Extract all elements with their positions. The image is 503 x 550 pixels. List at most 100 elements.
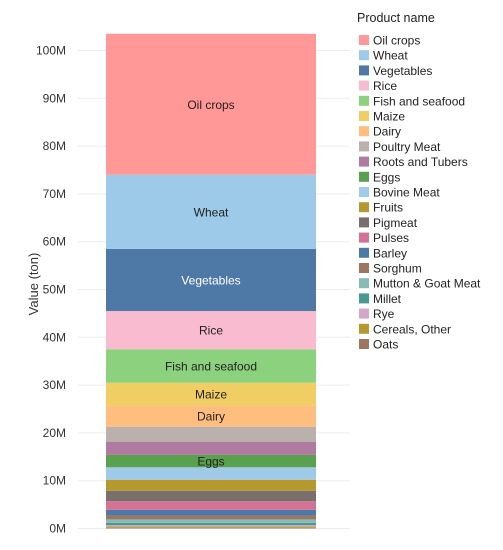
- data-labels: Eggs Dairy Maize Fish and seafood Rice Vegeta…: [165, 98, 257, 469]
- bar-segment-poultry-meat[interactable]: [106, 426, 316, 442]
- legend-label: Mutton & Goat Meat: [373, 277, 481, 291]
- data-label-maize: Maize: [195, 388, 227, 402]
- y-tick-label: 50M: [43, 283, 66, 297]
- bar-segment-vegetables[interactable]: [106, 248, 316, 312]
- bar-segment-maize[interactable]: [106, 382, 316, 406]
- legend-swatch: [359, 156, 369, 167]
- legend-label: Pigmeat: [373, 216, 418, 230]
- y-tick-label: 20M: [43, 426, 66, 440]
- legend-title: Product name: [357, 11, 435, 25]
- legend-swatch: [359, 263, 369, 273]
- bar-segment-oats[interactable]: [106, 527, 316, 529]
- legend-label: Eggs: [373, 170, 400, 184]
- legend-swatch: [359, 339, 369, 349]
- y-axis: 0M 10M 20M 30M 40M 50M 60M 70M 80M 90M 100M: [36, 44, 66, 536]
- bar-segment-fruits[interactable]: [106, 479, 316, 491]
- legend-item-rye[interactable]: Rye: [359, 307, 395, 321]
- legend-swatch: [359, 202, 369, 213]
- bar-segment-dairy[interactable]: [106, 405, 316, 427]
- legend-label: Barley: [373, 246, 407, 260]
- legend-swatch: [359, 247, 369, 258]
- legend-label: Maize: [373, 110, 405, 124]
- bar-segment-fish-and-seafood[interactable]: [106, 349, 316, 383]
- legend-item-rice[interactable]: Rice: [359, 79, 397, 93]
- bar-segment-oil-crops[interactable]: [106, 33, 316, 175]
- legend-swatch: [359, 217, 369, 228]
- y-tick-label: 80M: [43, 139, 66, 153]
- bar-segment-roots-and-tubers[interactable]: [106, 441, 316, 455]
- data-label-eggs: Eggs: [197, 455, 224, 469]
- legend-swatch: [359, 95, 369, 106]
- legend-item-poultry-meat[interactable]: Poultry Meat: [359, 140, 441, 154]
- bar-segment-pigmeat[interactable]: [106, 490, 316, 502]
- legend-item-millet[interactable]: Millet: [359, 292, 402, 306]
- legend-item-bovine-meat[interactable]: Bovine Meat: [359, 186, 440, 200]
- legend-item-wheat[interactable]: Wheat: [359, 49, 408, 63]
- legend-swatch: [359, 171, 369, 182]
- bar-segment-bovine-meat[interactable]: [106, 467, 316, 480]
- legend-item-pulses[interactable]: Pulses: [359, 231, 409, 245]
- y-tick-label: 90M: [43, 91, 66, 105]
- bar-segment-rice[interactable]: [106, 311, 316, 350]
- legend[interactable]: Product name Oil cropsWheatVegetablesRic…: [357, 11, 481, 352]
- legend-swatch: [359, 232, 369, 243]
- legend-label: Rice: [373, 79, 397, 93]
- legend-label: Poultry Meat: [373, 140, 441, 154]
- data-label-dairy: Dairy: [197, 410, 225, 424]
- legend-item-sorghum[interactable]: Sorghum: [359, 262, 422, 276]
- legend-item-fish-and-seafood[interactable]: Fish and seafood: [359, 94, 465, 108]
- legend-swatch: [359, 187, 369, 197]
- legend-swatch: [359, 323, 369, 334]
- legend-label: Pulses: [373, 231, 409, 245]
- bar-segment-mutton-goat-meat[interactable]: [106, 519, 316, 523]
- data-label-wheat: Wheat: [194, 205, 229, 219]
- legend-swatch: [359, 35, 369, 45]
- y-tick-label: 70M: [43, 187, 66, 201]
- legend-swatch: [359, 50, 369, 61]
- legend-item-dairy[interactable]: Dairy: [359, 125, 401, 139]
- bar-segments[interactable]: [106, 33, 316, 529]
- legend-swatch: [359, 80, 369, 91]
- legend-swatch: [359, 278, 369, 289]
- legend-item-roots-and-tubers[interactable]: Roots and Tubers: [359, 155, 468, 169]
- legend-label: Millet: [373, 292, 402, 306]
- legend-item-mutton-goat-meat[interactable]: Mutton & Goat Meat: [359, 277, 481, 291]
- legend-item-oil-crops[interactable]: Oil crops: [359, 34, 420, 48]
- y-tick-label: 60M: [43, 235, 66, 249]
- y-axis-label: Value (ton): [26, 253, 41, 316]
- bar-segment-sorghum[interactable]: [106, 515, 316, 520]
- legend-item-pigmeat[interactable]: Pigmeat: [359, 216, 418, 230]
- bar-segment-millet[interactable]: [106, 522, 316, 526]
- bar-segment-cereals-other[interactable]: [106, 526, 316, 528]
- data-label-fish-and-seafood: Fish and seafood: [165, 359, 257, 373]
- legend-swatch: [359, 308, 369, 319]
- legend-label: Bovine Meat: [373, 186, 440, 200]
- data-label-oil-crops: Oil crops: [187, 98, 234, 112]
- legend-item-barley[interactable]: Barley: [359, 246, 407, 260]
- legend-item-eggs[interactable]: Eggs: [359, 170, 400, 184]
- bar-segment-pulses[interactable]: [106, 501, 316, 510]
- y-tick-label: 30M: [43, 378, 66, 392]
- legend-label: Oats: [373, 338, 398, 352]
- legend-swatch: [359, 65, 369, 76]
- legend-item-fruits[interactable]: Fruits: [359, 201, 403, 215]
- data-label-rice: Rice: [199, 324, 223, 338]
- bar-segment-wheat[interactable]: [106, 174, 316, 249]
- y-tick-label: 100M: [36, 44, 66, 58]
- legend-label: Wheat: [373, 49, 408, 63]
- legend-label: Rye: [373, 307, 395, 321]
- legend-label: Oil crops: [373, 34, 420, 48]
- bar-segment-barley[interactable]: [106, 509, 316, 516]
- legend-label: Cereals, Other: [373, 322, 451, 336]
- bar-segment-eggs[interactable]: [106, 454, 316, 468]
- legend-item-maize[interactable]: Maize: [359, 110, 405, 124]
- legend-item-oats[interactable]: Oats: [359, 338, 398, 352]
- legend-item-vegetables[interactable]: Vegetables: [359, 64, 432, 78]
- legend-label: Fish and seafood: [373, 94, 465, 108]
- data-label-vegetables: Vegetables: [181, 273, 240, 287]
- bar-segment-rye[interactable]: [106, 525, 316, 527]
- legend-swatch: [359, 293, 369, 304]
- legend-swatch: [359, 126, 369, 137]
- legend-item-cereals-other[interactable]: Cereals, Other: [359, 322, 451, 336]
